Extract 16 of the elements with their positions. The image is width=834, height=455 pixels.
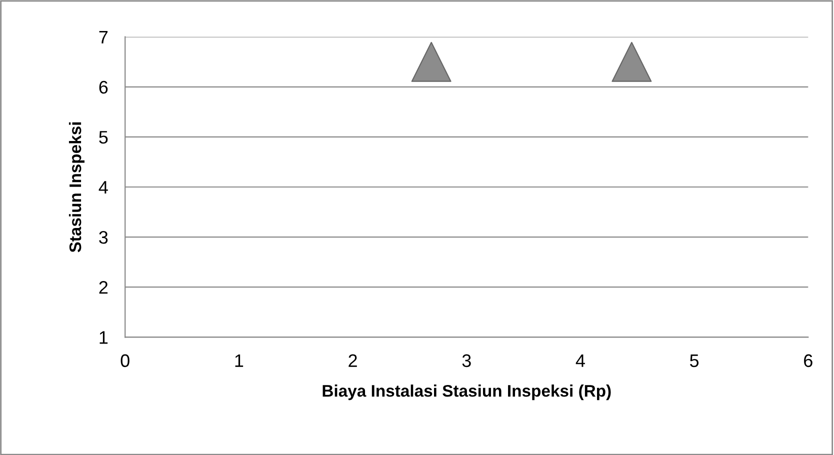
x-tick-label: 5 [690,354,699,368]
y-tick-label: 3 [99,230,108,244]
y-tick-label: 4 [98,181,108,194]
y-tick-label: 5 [99,131,108,144]
x-tick-label: 3 [462,354,471,368]
y-tick-label: 2 [99,281,108,294]
x-tick-label: 4 [576,354,585,367]
x-tick-label: 1 [235,354,244,367]
y-axis-title: Stasiun Inspeksi [68,122,85,252]
x-tick-label: 2 [348,354,357,367]
y-tick-label: 1 [100,331,108,344]
y-tick-label: 6 [99,80,108,94]
x-tick-label: 6 [804,354,812,368]
x-axis-title: Biaya Instalasi Stasiun Inspeksi (Rp) [322,384,611,400]
x-tick-label: 0 [120,354,130,368]
y-tick-label: 7 [99,30,108,44]
